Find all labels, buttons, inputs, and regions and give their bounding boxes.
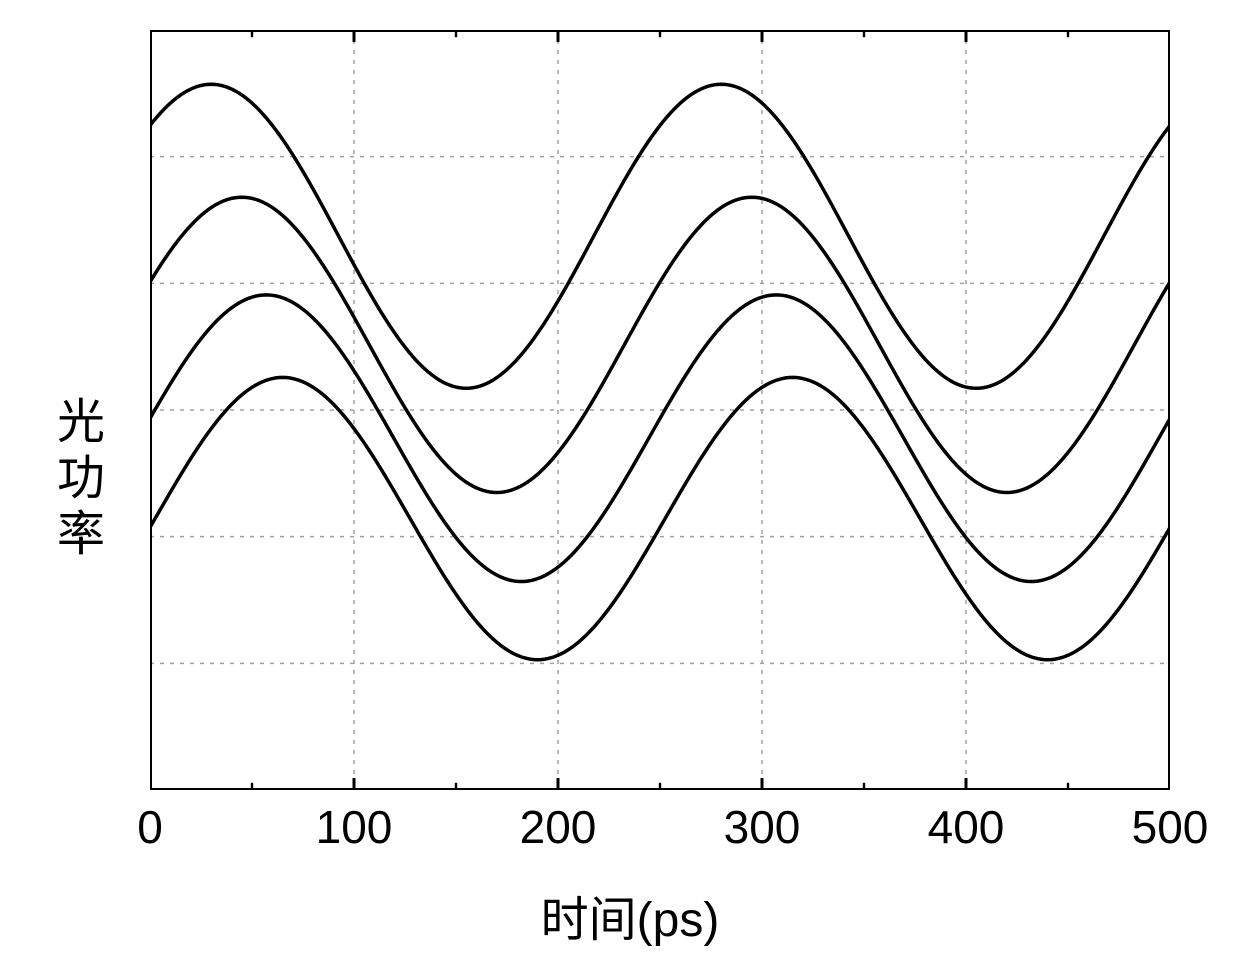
x-tick-label: 200 (520, 800, 597, 854)
chart-container: 光功率 0100200300400500 时间(ps) (60, 20, 1200, 940)
y-axis-label: 光功率 (40, 396, 110, 564)
x-tick-label: 0 (137, 800, 163, 854)
plot-area (150, 30, 1170, 790)
x-tick-label: 300 (724, 800, 801, 854)
x-tick-label: 400 (928, 800, 1005, 854)
x-axis-label: 时间(ps) (541, 880, 720, 950)
x-tick-label: 500 (1132, 800, 1209, 854)
x-tick-label: 100 (316, 800, 393, 854)
plot-svg (150, 30, 1170, 790)
